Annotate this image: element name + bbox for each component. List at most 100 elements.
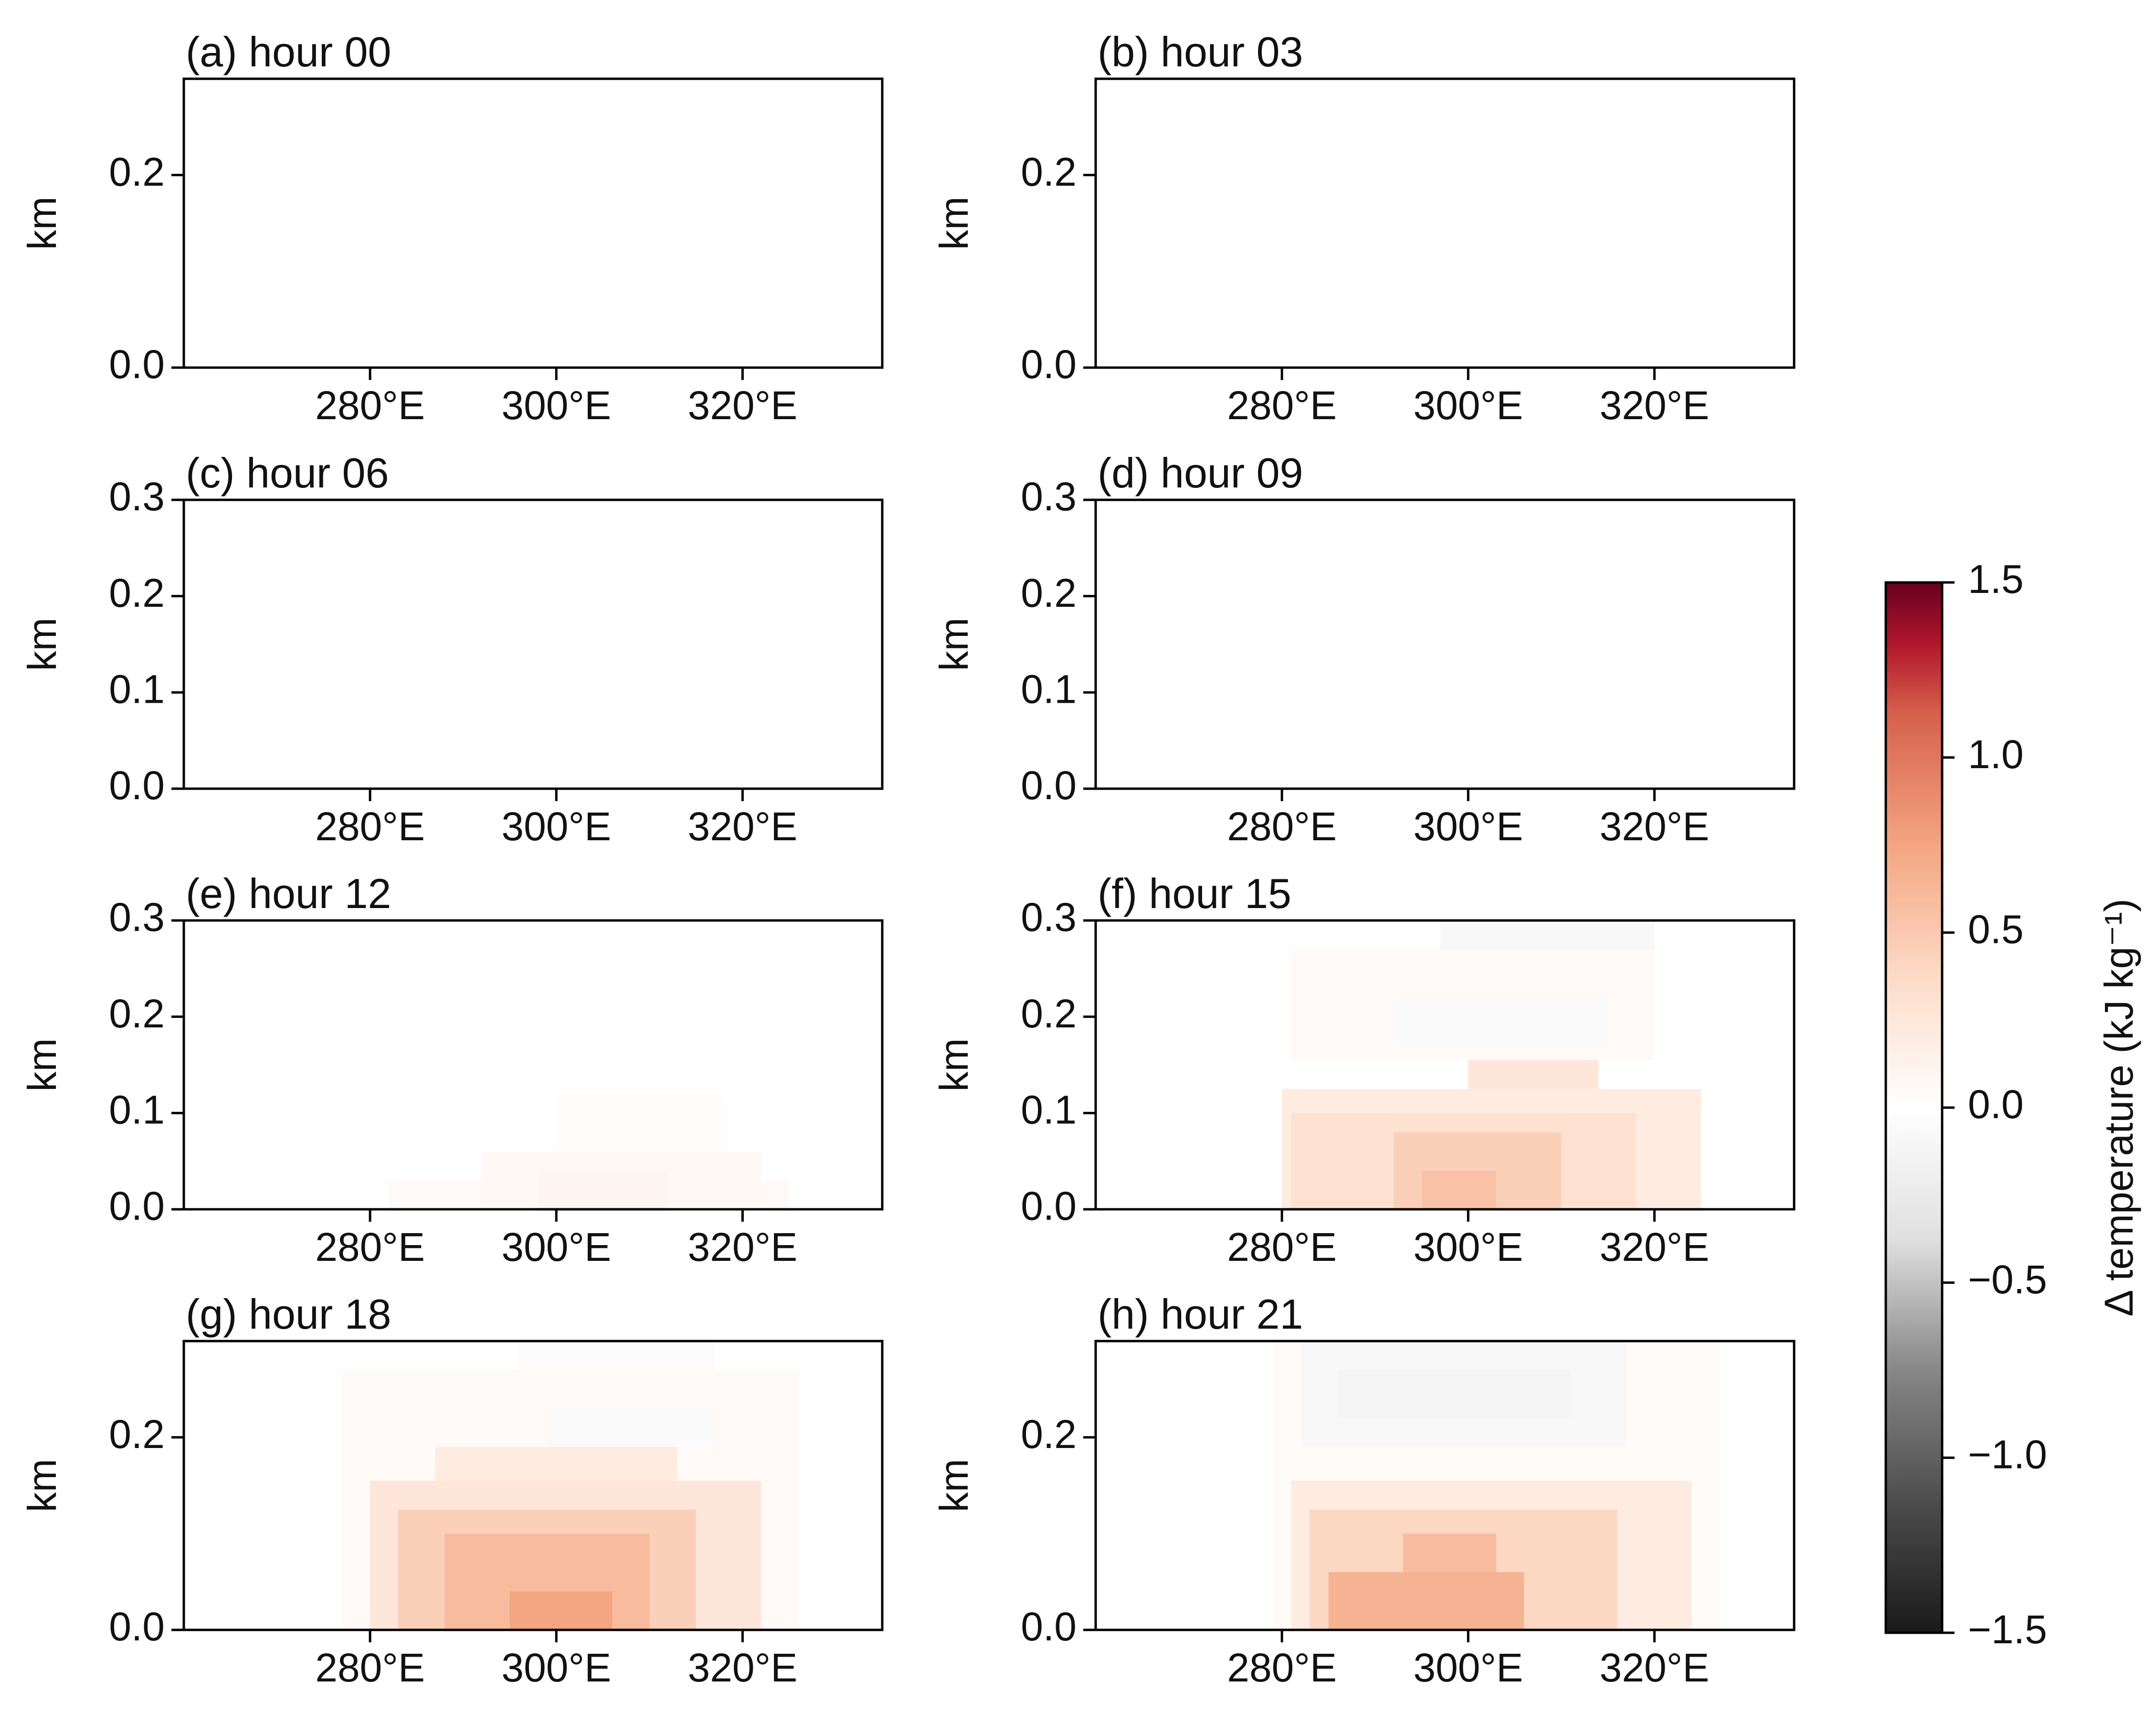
y-tick-label: 0.0 <box>1021 1604 1077 1649</box>
y-axis-label: km <box>931 618 976 671</box>
y-tick-label: 0.0 <box>1021 763 1077 808</box>
colorbar-tick-label: −0.5 <box>1968 1257 2047 1302</box>
y-tick-label: 0.3 <box>109 474 165 519</box>
x-tick-label: 300°E <box>501 1645 611 1690</box>
x-tick-label: 300°E <box>501 1225 611 1269</box>
panel-6: (f) hour 15 km 0.0 0.1 0.2 0.3 280°E 300°E 320°E <box>931 870 1796 1269</box>
x-tick-label: 280°E <box>1227 383 1337 428</box>
y-tick-label: 0.2 <box>1021 149 1077 194</box>
heatmap-cells <box>1272 1341 1720 1630</box>
x-tick-label: 280°E <box>315 1645 425 1690</box>
panel-3: (c) hour 06 km 0.0 0.1 0.2 0.3 280°E 300°E 320°E <box>20 449 884 849</box>
y-tick-label: 0.0 <box>109 1184 165 1228</box>
heatmap-cell <box>538 1171 668 1209</box>
y-tick-label: 0.0 <box>109 763 165 808</box>
heatmap-cell <box>1468 1060 1599 1089</box>
colorbar-tick-label: −1.5 <box>1968 1607 2047 1652</box>
panel-title: (b) hour 03 <box>1098 28 1303 75</box>
y-axis-label: km <box>20 1038 64 1092</box>
colorbar-gradient <box>1884 581 1944 1634</box>
y-tick-label: 0.1 <box>109 667 165 712</box>
x-tick-label: 300°E <box>501 383 611 428</box>
x-tick-label: 320°E <box>1600 1225 1710 1269</box>
axes-frame <box>1094 919 1796 1211</box>
x-tick-label: 320°E <box>1600 383 1710 428</box>
x-tick-label: 300°E <box>1413 804 1523 849</box>
plot-area <box>184 79 882 368</box>
x-tick-label: 280°E <box>315 383 425 428</box>
y-tick-label: 0.3 <box>109 895 165 940</box>
axes-frame <box>182 498 884 790</box>
colorbar-ticks: 1.5 1.0 0.5 0.0 −0.5 −1.0 −1.5 <box>1942 557 2047 1652</box>
heatmap-cells <box>1282 920 1701 1209</box>
x-tick-label: 320°E <box>688 804 798 849</box>
y-tick-label: 0.1 <box>109 1088 165 1132</box>
y-tick-label: 0.2 <box>1021 1412 1077 1457</box>
y-tick-label: 0.2 <box>1021 571 1077 615</box>
heatmap-cell <box>1403 1533 1496 1572</box>
x-tick-label: 280°E <box>1227 804 1337 849</box>
panel-title: (f) hour 15 <box>1098 870 1291 917</box>
colorbar-tick-label: 0.0 <box>1968 1082 2024 1127</box>
colorbar-tick-label: 1.5 <box>1968 557 2024 602</box>
x-tick-label: 320°E <box>1600 1645 1710 1690</box>
panel-7: (g) hour 18 km 0.0 0.2 280°E 300°E 320°E <box>20 1290 884 1690</box>
heatmap-cell <box>509 1591 613 1630</box>
y-tick-label: 0.0 <box>1021 1184 1077 1228</box>
heatmap-cell <box>1394 997 1608 1046</box>
heatmap-cell <box>1440 920 1655 950</box>
plot-area <box>184 500 882 789</box>
y-tick-label: 0.0 <box>109 342 165 387</box>
y-axis-label: km <box>931 1038 976 1092</box>
heatmap-cell <box>519 1341 715 1370</box>
y-tick-label: 0.3 <box>1021 474 1077 519</box>
panels-group: (a) hour 00 km 0.0 0.2 280°E 300°E 320°E (b) ho… <box>20 28 1796 1690</box>
heatmap-cell <box>1328 1572 1524 1630</box>
axes-frame <box>1094 77 1796 369</box>
heatmap-cells <box>342 1341 799 1630</box>
panel-title: (a) hour 00 <box>186 28 391 75</box>
y-tick-label: 0.1 <box>1021 1088 1077 1132</box>
panel-4: (d) hour 09 km 0.0 0.1 0.2 0.3 280°E 300°E 320°E <box>931 449 1796 849</box>
y-axis-label: km <box>20 197 64 250</box>
panel-title: (g) hour 18 <box>186 1290 391 1338</box>
x-tick-label: 280°E <box>315 1225 425 1269</box>
x-tick-label: 320°E <box>1600 804 1710 849</box>
y-tick-label: 0.2 <box>109 571 165 615</box>
x-tick-label: 320°E <box>688 383 798 428</box>
y-axis-label: km <box>931 1459 976 1512</box>
x-tick-label: 320°E <box>688 1645 798 1690</box>
panel-1: (a) hour 00 km 0.0 0.2 280°E 300°E 320°E <box>20 28 884 428</box>
plot-area <box>1096 79 1794 368</box>
y-axis-label: km <box>20 1459 64 1512</box>
colorbar-tick-label: −1.0 <box>1968 1432 2047 1477</box>
plot-area <box>1096 500 1794 789</box>
panel-2: (b) hour 03 km 0.0 0.2 280°E 300°E 320°E <box>931 28 1796 428</box>
x-tick-label: 280°E <box>1227 1225 1337 1269</box>
heatmap-cell <box>547 1408 715 1447</box>
x-tick-label: 320°E <box>688 1225 798 1269</box>
colorbar: 1.5 1.0 0.5 0.0 −0.5 −1.0 −1.5 Δ temperature (… <box>1884 557 2141 1652</box>
y-tick-label: 0.3 <box>1021 895 1077 940</box>
heatmap-cells <box>389 1094 789 1209</box>
colorbar-label: Δ temperature (kJ kg⁻¹) <box>2096 898 2141 1316</box>
panel-title: (h) hour 21 <box>1098 1290 1303 1338</box>
axes-frame <box>182 919 884 1211</box>
y-tick-label: 0.2 <box>1021 991 1077 1036</box>
heatmap-cell <box>1421 1171 1496 1209</box>
y-axis-label: km <box>20 618 64 671</box>
x-tick-label: 300°E <box>501 804 611 849</box>
heatmap-cell <box>556 1094 724 1152</box>
y-tick-label: 0.0 <box>1021 342 1077 387</box>
heatmap-cell <box>1338 1370 1571 1418</box>
panel-title: (d) hour 09 <box>1098 449 1303 497</box>
x-tick-label: 300°E <box>1413 1225 1523 1269</box>
panel-5: (e) hour 12 km 0.0 0.1 0.2 0.3 280°E 300°E 320°E <box>20 870 884 1269</box>
panel-8: (h) hour 21 km 0.0 0.2 280°E 300°E 320°E <box>931 1290 1796 1690</box>
x-tick-label: 300°E <box>1413 383 1523 428</box>
y-tick-label: 0.2 <box>109 991 165 1036</box>
axes-frame <box>1094 1340 1796 1631</box>
heatmap-cell <box>435 1447 677 1481</box>
panel-title: (e) hour 12 <box>186 870 391 917</box>
x-tick-label: 280°E <box>315 804 425 849</box>
